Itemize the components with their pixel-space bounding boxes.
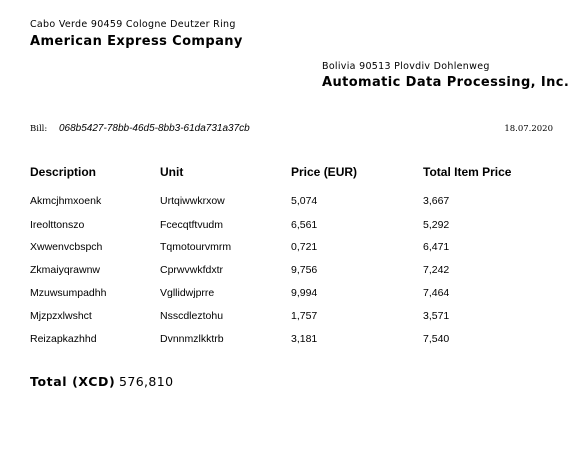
bill-id: 068b5427-78bb-46d5-8bb3-61da731a37cb [59,123,250,134]
sender-company-name: American Express Company [30,34,243,49]
sender-address: Cabo Verde 90459 Cologne Deutzer Ring [30,19,236,30]
cell-description: Akmcjhmxoenk [30,195,102,207]
column-header-unit: Unit [160,165,184,179]
cell-total-item-price: 7,242 [423,264,450,276]
cell-total-item-price: 7,540 [423,333,450,345]
cell-unit: Tqmotourvmrm [160,241,232,253]
cell-unit: Vgllidwjprre [160,287,215,299]
cell-price: 9,994 [291,287,318,299]
cell-price: 1,757 [291,310,318,322]
cell-description: Reizapkazhhd [30,333,97,345]
cell-description: Xwwenvcbspch [30,241,103,253]
cell-description: Ireolttonszo [30,219,85,231]
cell-price: 9,756 [291,264,318,276]
cell-unit: Nsscdleztohu [160,310,224,322]
column-header-description: Description [30,165,97,179]
cell-total-item-price: 3,571 [423,310,450,322]
cell-total-item-price: 6,471 [423,241,450,253]
cell-unit: Fcecqtftvudm [160,219,224,231]
cell-total-item-price: 5,292 [423,219,450,231]
cell-price: 0,721 [291,241,318,253]
bill-date: 18.07.2020 [504,124,553,134]
column-header-total-item-price: Total Item Price [423,165,512,179]
total-label: Total (XCD) [30,374,116,389]
cell-total-item-price: 3,667 [423,195,450,207]
cell-unit: Cprwvwkfdxtr [160,264,224,276]
cell-description: Mzuwsumpadhh [30,287,107,299]
total-value: 576,810 [119,374,174,389]
recipient-address: Bolivia 90513 Plovdiv Dohlenweg [322,61,490,72]
cell-description: Mjzpzxlwshct [30,310,92,322]
cell-price: 5,074 [291,195,318,207]
bill-label: Bill: [30,124,48,134]
cell-description: Zkmaiyqrawnw [30,264,101,276]
cell-unit: Urtqiwwkrxow [160,195,225,207]
cell-price: 3,181 [291,333,318,345]
cell-total-item-price: 7,464 [423,287,450,299]
column-header-price: Price (EUR) [291,165,358,179]
cell-unit: Dvnnmzlkktrb [160,333,224,345]
recipient-company-name: Automatic Data Processing, Inc. [322,75,570,90]
cell-price: 6,561 [291,219,318,231]
